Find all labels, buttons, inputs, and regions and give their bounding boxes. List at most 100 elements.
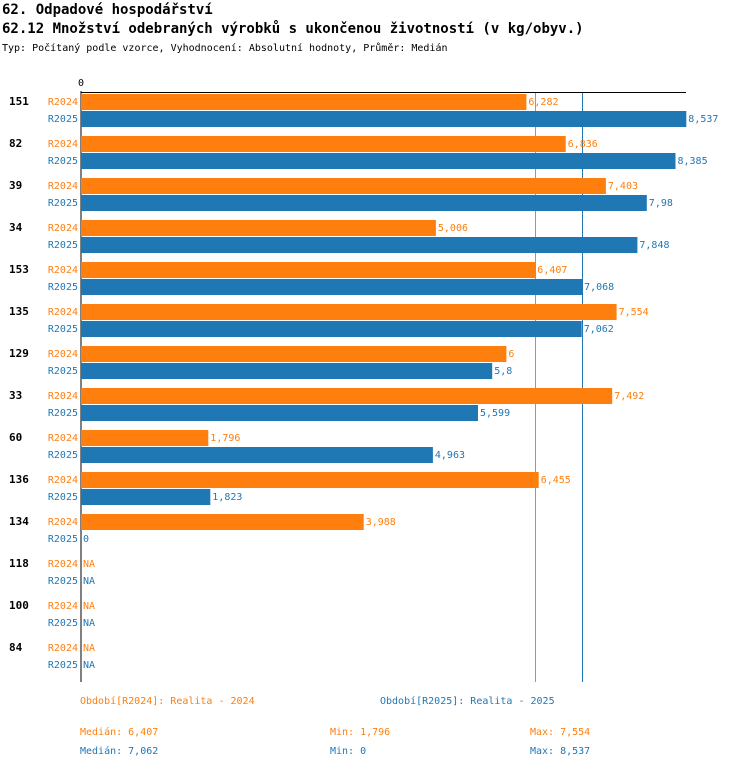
category-label: 151 <box>9 95 29 108</box>
data-label: NA <box>83 660 95 671</box>
series-tick-label: R2024 <box>48 433 78 444</box>
data-label: 4,963 <box>435 450 465 461</box>
stat-min-r2024: Min: 1,796 <box>330 727 391 738</box>
bar-r2024 <box>81 430 209 446</box>
data-label: 7,062 <box>584 324 614 335</box>
series-tick-label: R2025 <box>48 576 78 587</box>
data-label: 1,823 <box>212 492 242 503</box>
series-tick-label: R2024 <box>48 349 78 360</box>
series-tick-label: R2025 <box>48 660 78 671</box>
series-tick-label: R2024 <box>48 391 78 402</box>
bar-r2024 <box>81 304 617 320</box>
bar-r2024 <box>81 262 536 278</box>
category-label: 136 <box>9 473 29 486</box>
data-label: NA <box>83 643 95 654</box>
series-tick-label: R2025 <box>48 324 78 335</box>
data-label: 6,836 <box>568 139 598 150</box>
data-label: 6,455 <box>541 475 571 486</box>
series-tick-label: R2025 <box>48 618 78 629</box>
series-tick-label: R2024 <box>48 181 78 192</box>
data-label: 6,282 <box>528 97 558 108</box>
category-label: 39 <box>9 179 22 192</box>
series-tick-label: R2024 <box>48 223 78 234</box>
bar-r2025 <box>81 489 211 505</box>
legend-r2024: Období[R2024]: Realita - 2024 <box>80 696 255 707</box>
legend-r2025: Období[R2025]: Realita - 2025 <box>380 696 555 707</box>
bar-r2024 <box>81 94 527 110</box>
x-axis-tick-label: 0 <box>78 78 84 89</box>
series-tick-label: R2025 <box>48 366 78 377</box>
series-tick-label: R2025 <box>48 492 78 503</box>
bar-r2024 <box>81 136 566 152</box>
data-label: 7,554 <box>619 307 649 318</box>
category-label: 82 <box>9 137 22 150</box>
data-label: 5,006 <box>438 223 468 234</box>
data-label: 3,988 <box>366 517 396 528</box>
data-label: 6 <box>508 349 514 360</box>
bar-r2025 <box>81 153 676 169</box>
series-tick-label: R2024 <box>48 517 78 528</box>
category-label: 60 <box>9 431 22 444</box>
data-label: 7,068 <box>584 282 614 293</box>
page-title: 62. Odpadové hospodářství <box>2 2 213 18</box>
bar-r2024 <box>81 220 436 236</box>
category-label: 84 <box>9 641 23 654</box>
series-tick-label: R2025 <box>48 282 78 293</box>
bar-r2025 <box>81 321 582 337</box>
category-label: 129 <box>9 347 29 360</box>
bar-r2024 <box>81 388 613 404</box>
data-label: 7,403 <box>608 181 638 192</box>
category-label: 34 <box>9 221 23 234</box>
chart-meta: Typ: Počítaný podle vzorce, Vyhodnocení:… <box>2 43 448 54</box>
series-tick-label: R2025 <box>48 534 78 545</box>
category-label: 100 <box>9 599 29 612</box>
data-label: NA <box>83 576 95 587</box>
series-tick-label: R2024 <box>48 265 78 276</box>
bar-r2024 <box>81 472 539 488</box>
bar-r2025 <box>81 195 647 211</box>
series-tick-label: R2024 <box>48 601 78 612</box>
category-label: 33 <box>9 389 22 402</box>
bar-r2024 <box>81 514 364 530</box>
stat-min-r2025: Min: 0 <box>330 746 367 757</box>
data-label: 6,407 <box>537 265 567 276</box>
bar-r2025 <box>81 405 478 421</box>
data-label: NA <box>83 559 95 570</box>
series-tick-label: R2024 <box>48 307 78 318</box>
category-label: 118 <box>9 557 29 570</box>
bar-r2025 <box>81 237 638 253</box>
bar-r2025 <box>81 447 433 463</box>
series-tick-label: R2025 <box>48 156 78 167</box>
series-tick-label: R2025 <box>48 450 78 461</box>
series-tick-label: R2025 <box>48 408 78 419</box>
series-tick-label: R2024 <box>48 139 78 150</box>
series-tick-label: R2025 <box>48 198 78 209</box>
series-tick-label: R2024 <box>48 97 78 108</box>
data-label: 1,796 <box>210 433 240 444</box>
chart-title: 62.12 Množství odebraných výrobků s ukon… <box>2 21 584 37</box>
stat-max-r2024: Max: 7,554 <box>530 727 591 738</box>
bar-r2025 <box>81 363 493 379</box>
category-label: 134 <box>9 515 29 528</box>
data-label: NA <box>83 618 95 629</box>
category-label: 153 <box>9 263 29 276</box>
data-label: NA <box>83 601 95 612</box>
series-tick-label: R2024 <box>48 643 78 654</box>
data-label: 7,492 <box>614 391 644 402</box>
bar-r2024 <box>81 178 606 194</box>
bar-r2025 <box>81 111 687 127</box>
series-tick-label: R2024 <box>48 559 78 570</box>
bar-r2025 <box>81 279 583 295</box>
data-label: 8,537 <box>688 114 718 125</box>
stat-median-r2025: Medián: 7,062 <box>80 746 159 757</box>
stat-median-r2024: Medián: 6,407 <box>80 727 159 738</box>
bar-r2024 <box>81 346 507 362</box>
stat-max-r2025: Max: 8,537 <box>530 746 591 757</box>
series-tick-label: R2025 <box>48 240 78 251</box>
data-label: 0 <box>83 534 89 545</box>
data-label: 7,98 <box>649 198 673 209</box>
series-tick-label: R2025 <box>48 114 78 125</box>
data-label: 5,599 <box>480 408 510 419</box>
series-tick-label: R2024 <box>48 475 78 486</box>
